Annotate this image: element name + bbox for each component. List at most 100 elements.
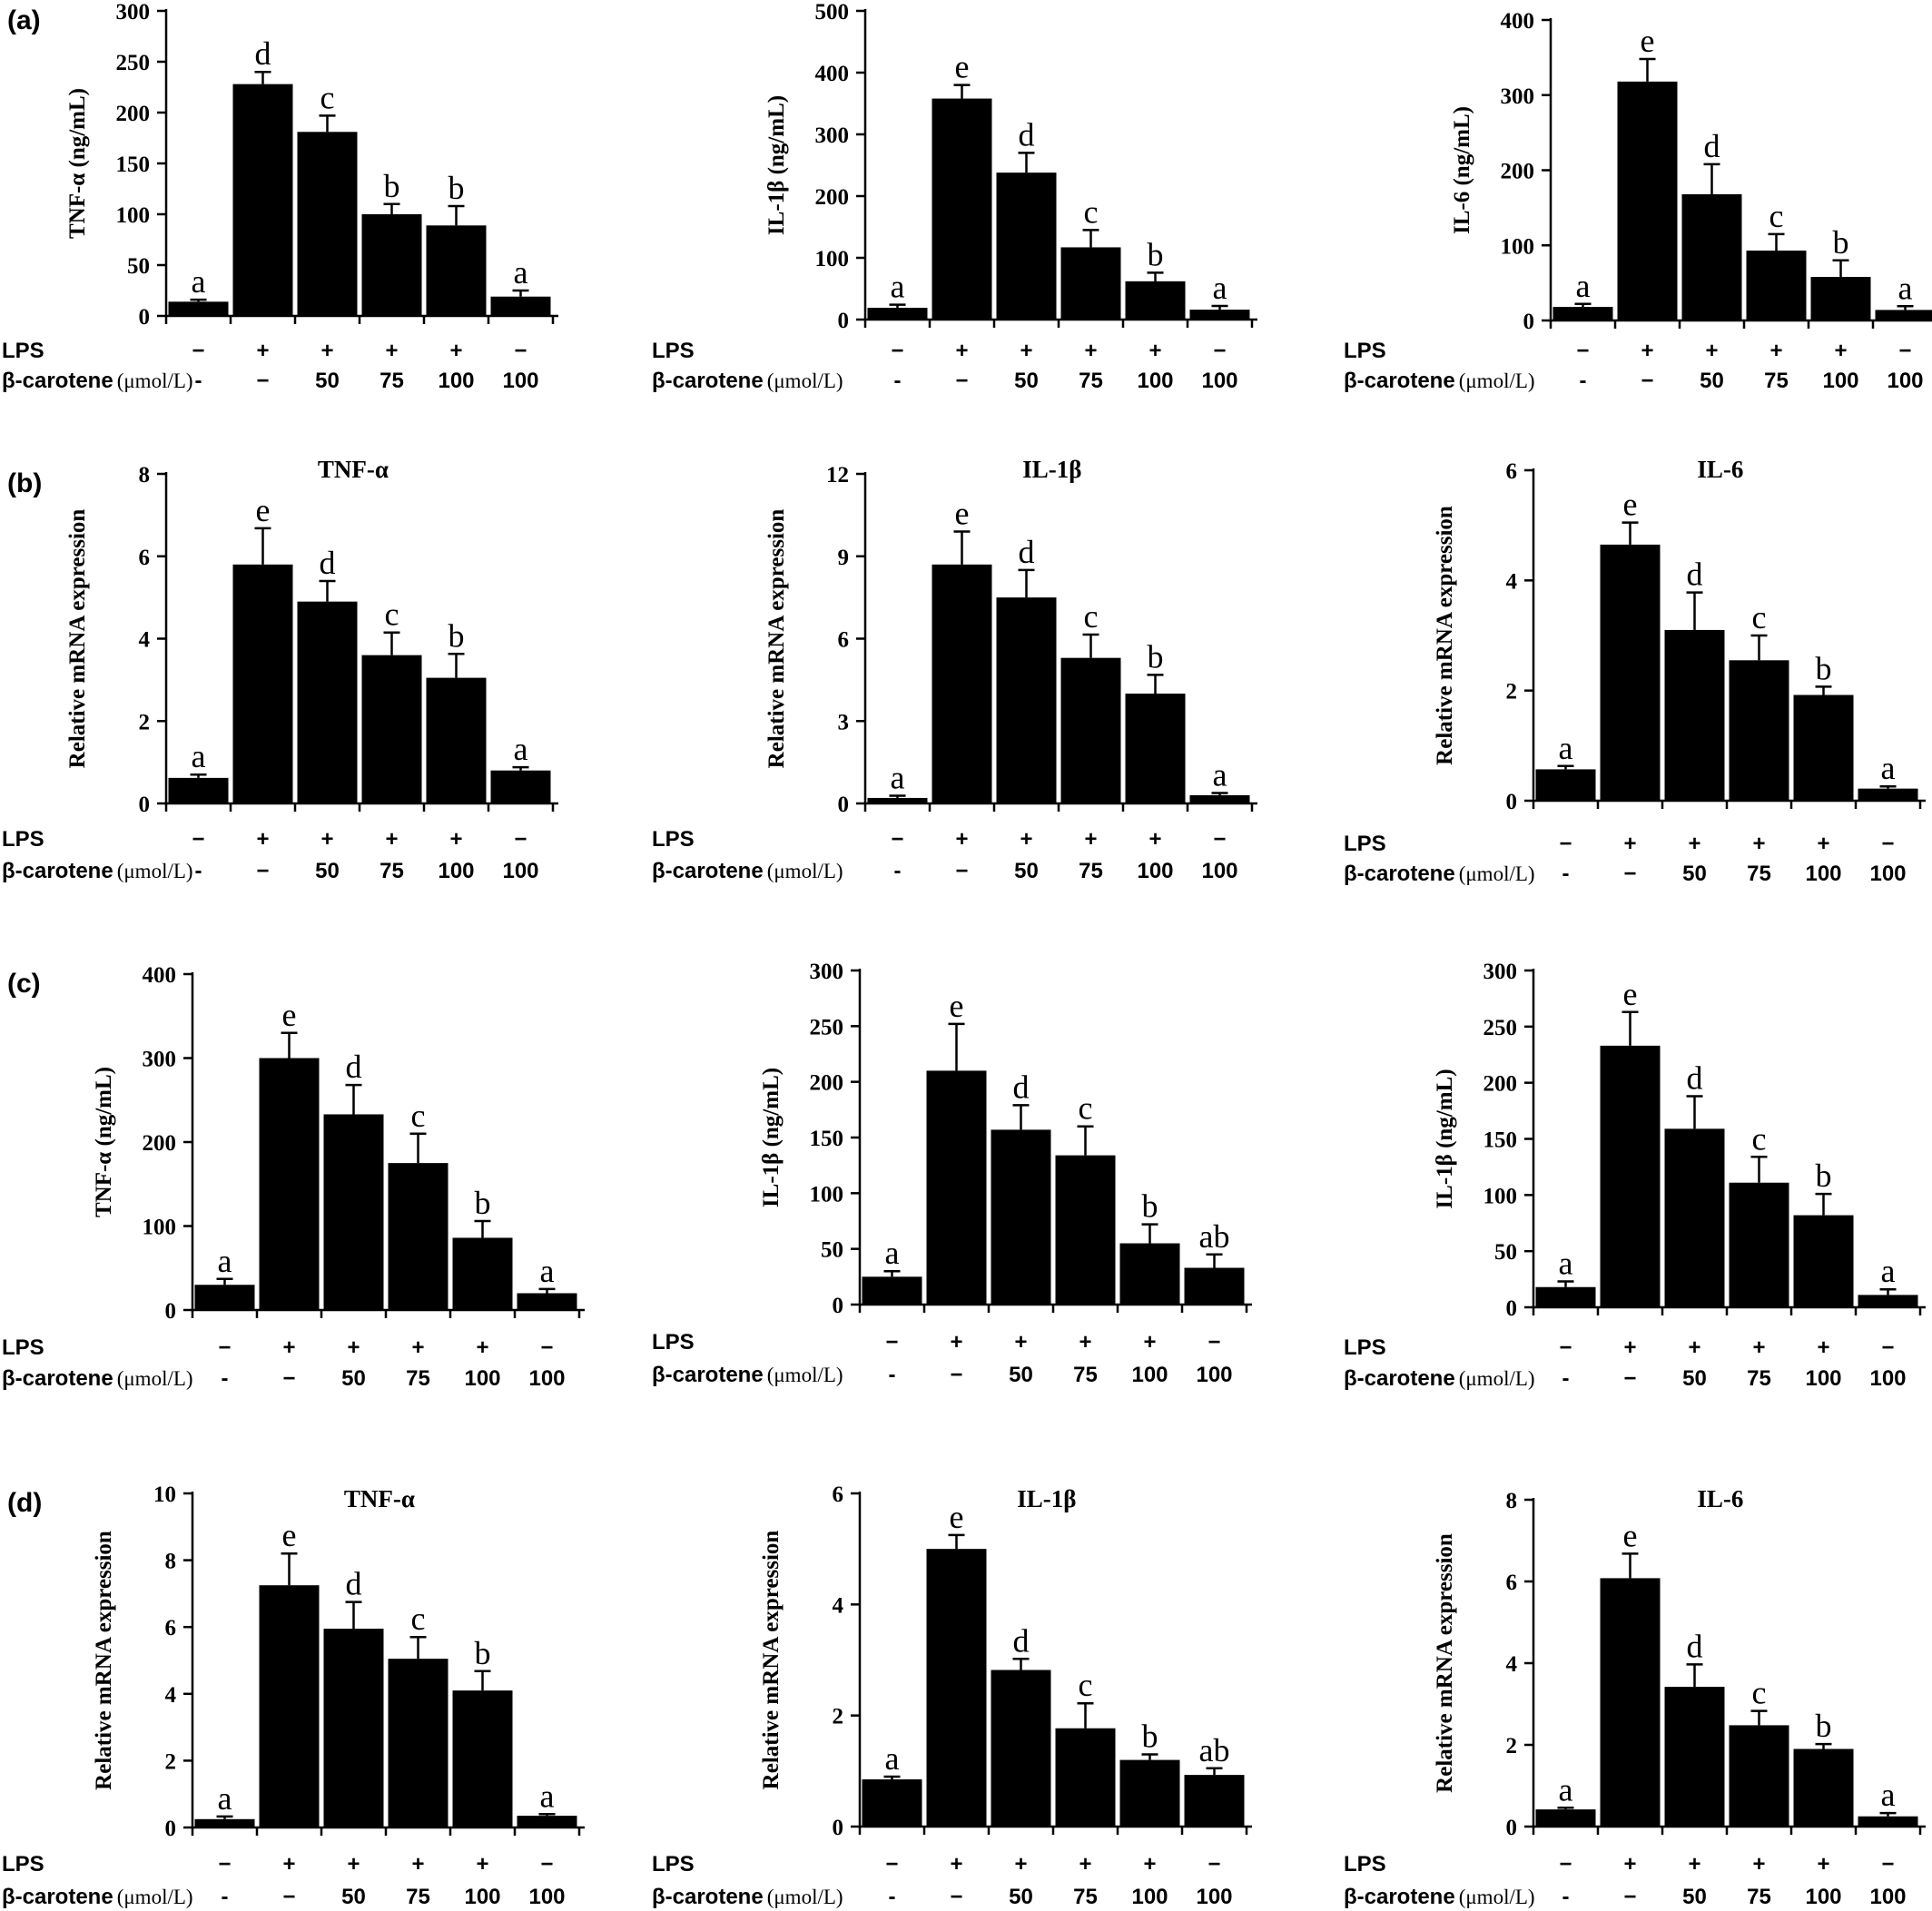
carotene-value: 75	[406, 1366, 430, 1391]
lps-value: +	[1020, 827, 1032, 852]
carotene-value: 75	[380, 369, 404, 393]
lps-row-label: LPS	[652, 339, 695, 363]
carotene-value: 100	[1196, 1885, 1232, 1909]
carotene-unit: (μmol/L)	[1459, 1886, 1535, 1908]
lps-value: +	[449, 339, 462, 363]
significance-letter: d	[320, 545, 336, 581]
significance-letter: e	[1641, 23, 1655, 59]
significance-letter: a	[1559, 1771, 1573, 1808]
y-tick-label: 0	[139, 305, 151, 330]
chart-7: 0 100 200 300 400 TNF-α (ng/mL) (c) a e d c b a LPS β-…	[2, 963, 585, 1391]
bar	[1600, 1578, 1661, 1827]
lps-value: −	[1208, 1330, 1220, 1354]
lps-value: −	[218, 1852, 231, 1877]
bar	[1060, 657, 1121, 803]
bar	[259, 1585, 320, 1827]
carotene-value: 50	[341, 1885, 366, 1909]
lps-value: +	[347, 1335, 360, 1360]
y-tick-label: 400	[143, 963, 177, 988]
carotene-value: 75	[406, 1885, 430, 1909]
significance-letter: b	[1816, 1157, 1832, 1194]
y-tick-label: 250	[116, 51, 151, 75]
carotene-value: -	[195, 369, 202, 393]
lps-value: +	[1641, 339, 1653, 363]
y-tick-label: 300	[116, 0, 151, 25]
carotene-value: 100	[464, 1366, 500, 1391]
y-tick-label: 6	[833, 1483, 844, 1507]
bar	[1664, 1128, 1725, 1307]
lps-value: −	[1213, 827, 1226, 852]
lps-value: +	[1020, 339, 1032, 363]
lps-value: −	[192, 339, 204, 363]
significance-letter: a	[1559, 1246, 1573, 1282]
lps-value: +	[1014, 1852, 1027, 1877]
y-tick-label: 50	[821, 1238, 843, 1263]
carotene-name: β-carotene	[1344, 862, 1455, 886]
y-tick-label: 300	[810, 960, 844, 984]
carotene-value: 50	[1009, 1885, 1033, 1909]
y-tick-label: 2	[165, 1749, 177, 1774]
bar	[1810, 277, 1871, 320]
y-tick-label: 2	[1506, 680, 1518, 704]
significance-letter: a	[540, 1253, 555, 1289]
significance-letter: d	[1019, 116, 1035, 153]
lps-value: −	[514, 339, 527, 363]
y-tick-label: 4	[165, 1683, 177, 1708]
carotene-row-label: β-carotene (μmol/L)	[1344, 1885, 1535, 1909]
significance-letter: b	[448, 170, 465, 206]
carotene-row-label: β-carotene (μmol/L)	[652, 1363, 843, 1387]
chart-title: IL-1β	[1017, 1485, 1076, 1512]
significance-letter: a	[1576, 268, 1591, 304]
significance-letter: d	[1019, 534, 1035, 570]
bar	[991, 1129, 1051, 1305]
y-tick-label: 100	[815, 247, 850, 271]
carotene-value: 100	[1805, 862, 1841, 886]
bar	[1858, 788, 1918, 801]
panel-label: (d)	[7, 1488, 42, 1518]
significance-letter: d	[1013, 1622, 1030, 1659]
significance-letter: c	[385, 596, 399, 633]
panel-label: (a)	[7, 5, 41, 35]
carotene-value: −	[955, 859, 968, 883]
carotene-value: -	[222, 1366, 229, 1391]
bar	[862, 1276, 922, 1305]
lps-value: +	[1148, 339, 1161, 363]
bar	[426, 677, 487, 803]
significance-letter: b	[1148, 236, 1164, 272]
bar	[297, 132, 358, 316]
significance-letter: e	[1623, 976, 1638, 1012]
significance-letter: a	[1881, 1777, 1896, 1813]
carotene-value: -	[889, 1885, 896, 1909]
significance-letter: a	[885, 1235, 900, 1271]
lps-row-label: LPS	[1344, 339, 1386, 363]
significance-letter: a	[218, 1243, 232, 1279]
y-tick-label: 6	[1506, 459, 1518, 484]
y-tick-label: 0	[139, 793, 151, 817]
carotene-unit: (μmol/L)	[117, 369, 193, 392]
carotene-name: β-carotene	[1344, 1366, 1455, 1391]
significance-letter: b	[1833, 224, 1849, 261]
bar	[361, 655, 422, 803]
lps-value: +	[950, 1330, 962, 1354]
carotene-value: 100	[1805, 1366, 1841, 1391]
bar	[426, 225, 487, 316]
y-axis-label: Relative mRNA expression	[1433, 506, 1457, 765]
carotene-name: β-carotene	[2, 369, 113, 393]
y-tick-label: 0	[1506, 1296, 1518, 1321]
carotene-value: −	[1641, 369, 1653, 393]
bar	[1535, 1809, 1596, 1827]
y-tick-label: 100	[810, 1182, 844, 1207]
bar	[1125, 281, 1186, 320]
carotene-value: -	[1562, 1366, 1570, 1391]
significance-letter: c	[1752, 1675, 1767, 1711]
bar	[490, 296, 551, 316]
y-tick-label: 500	[815, 0, 850, 25]
lps-row-label: LPS	[1344, 832, 1386, 856]
y-tick-label: 0	[1523, 310, 1535, 334]
carotene-value: 100	[1201, 369, 1237, 393]
y-tick-label: 6	[165, 1616, 177, 1640]
carotene-value: 100	[502, 859, 538, 883]
significance-letter: e	[950, 1499, 964, 1535]
chart-2: 0 100 200 300 400 500 IL-1β (ng/mL) a e d c b a LPS β-…	[652, 0, 1257, 393]
bar	[452, 1237, 513, 1310]
